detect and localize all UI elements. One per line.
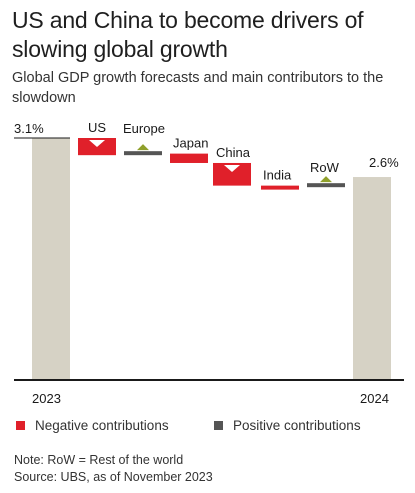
bar-china xyxy=(213,162,251,186)
start-category-label: 2023 xyxy=(32,391,61,406)
category-label-us: US xyxy=(88,120,106,135)
category-label-japan: Japan xyxy=(173,136,208,151)
marker-europe-up-icon xyxy=(137,144,149,151)
bar-row xyxy=(307,183,345,188)
category-label-china: China xyxy=(216,145,251,160)
start-value-label: 3.1% xyxy=(14,121,44,136)
bar-india xyxy=(261,185,299,190)
chart-legend: Negative contributions Positive contribu… xyxy=(16,418,406,438)
legend-swatch-positive xyxy=(214,421,223,430)
end-bar xyxy=(353,177,391,380)
legend-swatch-negative xyxy=(16,421,25,430)
bar-europe xyxy=(124,151,162,156)
legend-label-negative: Negative contributions xyxy=(35,418,169,433)
waterfall-chart: 3.1% 2023 US Europe Japan China India RoW 2.6% 20… xyxy=(14,120,404,406)
category-label-row: RoW xyxy=(310,160,340,175)
bar-japan xyxy=(170,153,208,163)
end-value-label: 2.6% xyxy=(369,155,399,170)
marker-row-up-icon xyxy=(320,176,332,183)
legend-item-negative: Negative contributions xyxy=(16,418,169,433)
marker-us-down-icon xyxy=(89,140,105,147)
source-text: Source: UBS, as of November 2023 xyxy=(14,470,213,484)
note-text: Note: RoW = Rest of the world xyxy=(14,453,184,467)
end-category-label: 2024 xyxy=(360,391,389,406)
chart-subtitle: Global GDP growth forecasts and main con… xyxy=(12,70,384,106)
category-label-india: India xyxy=(263,168,292,183)
footnotes: Note: RoW = Rest of the world Source: UB… xyxy=(14,452,213,486)
chart-title: US and China to become drivers of slowin… xyxy=(12,7,364,62)
marker-china-down-icon xyxy=(224,164,240,172)
legend-item-positive: Positive contributions xyxy=(214,418,361,433)
category-label-europe: Europe xyxy=(123,121,165,136)
legend-label-positive: Positive contributions xyxy=(233,418,361,433)
start-bar xyxy=(32,138,70,380)
